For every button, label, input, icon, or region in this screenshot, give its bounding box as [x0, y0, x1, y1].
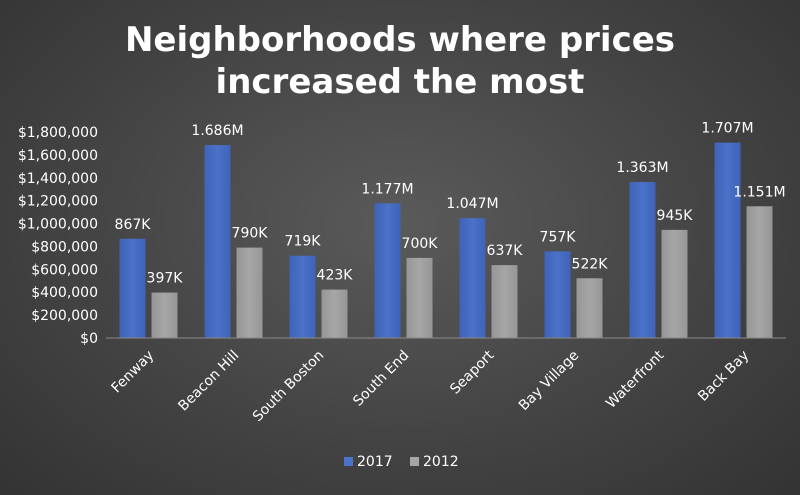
bar-2012-seaport — [491, 265, 518, 338]
chart-title-line-2: increased the most — [215, 62, 585, 102]
y-tick-label: $400,000 — [31, 285, 98, 301]
data-label-2017: 1.707M — [701, 121, 753, 137]
data-label-2017: 1.047M — [446, 196, 498, 212]
data-label-2012: 637K — [487, 243, 524, 259]
x-tick-label: Seaport — [447, 347, 497, 397]
data-label-2012: 522K — [572, 256, 609, 272]
legend-label-2012: 2012 — [423, 454, 459, 470]
data-label-2012: 945K — [657, 208, 694, 224]
legend-swatch-2012 — [410, 457, 419, 466]
data-labels: 867K 397K 1.686M 790K 719K 423K 1.177M 700K 1.04… — [115, 121, 786, 287]
x-axis: Fenway Beacon Hill South Boston South End Se… — [106, 337, 786, 425]
bars — [119, 142, 773, 338]
y-tick-label: $800,000 — [31, 239, 98, 255]
bar-2012-back-bay — [746, 206, 773, 338]
bar-2012-south-boston — [321, 289, 348, 338]
chart-title-line-1: Neighborhoods where prices — [124, 20, 676, 60]
bar-2012-waterfront — [661, 229, 688, 338]
bar-2017-beacon-hill — [204, 145, 231, 338]
x-tick-label: Waterfront — [603, 347, 667, 411]
y-tick-label: $1,200,000 — [18, 194, 98, 210]
y-tick-label: $1,600,000 — [18, 148, 98, 164]
y-tick-label: $600,000 — [31, 262, 98, 278]
x-tick-label: Back Bay — [695, 348, 752, 405]
data-label-2017: 757K — [540, 229, 577, 245]
bar-2017-south-boston — [289, 255, 316, 338]
legend: 2017 2012 — [344, 454, 459, 470]
y-tick-label: $0 — [80, 331, 98, 347]
x-tick-label: Fenway — [108, 348, 157, 397]
data-label-2012: 423K — [317, 268, 354, 284]
bar-2017-bay-village — [544, 251, 571, 338]
legend-label-2017: 2017 — [357, 454, 393, 470]
y-tick-label: $200,000 — [31, 308, 98, 324]
legend-swatch-2017 — [344, 457, 353, 466]
data-label-2017: 867K — [115, 217, 152, 233]
x-tick-label: South Boston — [250, 348, 327, 425]
y-tick-label: $1,400,000 — [18, 171, 98, 187]
bar-2012-south-end — [406, 257, 433, 338]
y-tick-label: $1,000,000 — [18, 217, 98, 233]
y-axis: $0 $200,000 $400,000 $600,000 $800,000 $1,000… — [18, 125, 98, 347]
data-label-2012: 790K — [232, 226, 269, 242]
y-tick-label: $1,800,000 — [18, 125, 98, 141]
data-label-2012: 397K — [147, 271, 184, 287]
x-tick-label: South End — [350, 348, 412, 410]
data-label-2012: 700K — [402, 236, 439, 252]
bar-2017-south-end — [374, 203, 401, 338]
bar-2017-seaport — [459, 218, 486, 338]
bar-2012-bay-village — [576, 278, 603, 338]
x-tick-label: Bay Village — [516, 348, 582, 414]
bar-2012-fenway — [151, 292, 178, 338]
bar-2017-back-bay — [714, 142, 741, 338]
x-tick-label: Beacon Hill — [175, 348, 242, 415]
bar-2017-waterfront — [629, 182, 656, 338]
data-label-2012: 1.151M — [733, 184, 785, 200]
data-label-2017: 1.177M — [361, 181, 413, 197]
data-label-2017: 1.363M — [616, 160, 668, 176]
data-label-2017: 719K — [285, 234, 322, 250]
data-label-2017: 1.686M — [191, 123, 243, 139]
bar-2012-beacon-hill — [236, 247, 263, 338]
bar-2017-fenway — [119, 238, 146, 338]
